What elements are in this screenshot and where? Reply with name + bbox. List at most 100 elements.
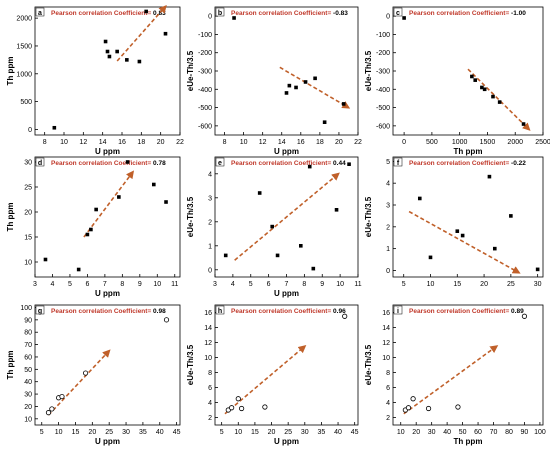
trend-arrow xyxy=(467,68,531,131)
data-point xyxy=(303,80,308,84)
x-tick-label: 10 xyxy=(55,429,63,436)
y-tick-label: 8 xyxy=(386,370,390,377)
data-point xyxy=(470,74,474,79)
y-axis-label: eUe-Th/3.5 xyxy=(364,50,373,91)
y-tick-label: 20 xyxy=(24,210,32,217)
y-tick-label: -300 xyxy=(198,69,212,76)
correlation-annotation: Pearson correlation Coefficient= -0.83 xyxy=(231,10,348,17)
y-tick-label: 500 xyxy=(20,99,32,106)
y-tick-label: 0 xyxy=(28,127,32,134)
x-tick-label: 18 xyxy=(316,139,324,146)
data-point xyxy=(347,162,351,166)
x-tick-label: 30 xyxy=(534,281,542,288)
panel-label-box xyxy=(393,7,403,17)
correlation-annotation: Pearson correlation Coefficient= 0.89 xyxy=(409,308,524,315)
data-point xyxy=(232,16,236,20)
y-tick-label: 60 xyxy=(24,354,32,361)
y-tick-label: 4 xyxy=(208,400,212,407)
x-tick-label: 70 xyxy=(490,429,498,436)
panel-label: a xyxy=(38,10,42,17)
y-axis-label: eUe-Th/3.5 xyxy=(364,344,373,385)
x-tick-label: 2500 xyxy=(535,139,550,146)
coefficient-label: Pearson correlation Coefficient= xyxy=(409,308,509,315)
x-axis-label: U ppm xyxy=(274,289,299,298)
panel-label-box xyxy=(35,7,45,17)
correlation-annotation: Pearson correlation Coefficient= 0.98 xyxy=(51,308,166,315)
data-point xyxy=(223,253,228,258)
x-tick-label: 10 xyxy=(397,429,405,436)
data-point xyxy=(115,49,119,54)
data-point xyxy=(270,224,274,229)
coefficient-value: -0.83 xyxy=(331,10,348,17)
x-tick-label: 40 xyxy=(443,429,451,436)
panel-label-box xyxy=(215,305,225,315)
panel-label: h xyxy=(218,308,222,315)
y-tick-label: -200 xyxy=(376,50,390,57)
data-point xyxy=(163,31,168,36)
data-point xyxy=(163,317,170,323)
panel-c: 0 500 1000 1500 2000 2500 -600 -500 -400 -300 -200… xyxy=(364,6,550,156)
correlation-annotation: Pearson correlation Coefficient= -1.00 xyxy=(409,10,526,17)
x-tick-label: 5 xyxy=(249,281,253,288)
data-point xyxy=(82,370,89,376)
data-point xyxy=(275,253,280,258)
x-tick-label: 15 xyxy=(453,281,461,288)
panel-i: 10 20 30 40 50 60 70 80 90 100 2 4 6 8 10 12 14 16 Th ppm e… xyxy=(364,304,546,446)
plot-frame xyxy=(34,304,181,426)
data-point xyxy=(313,76,317,81)
y-tick-label: 70 xyxy=(24,342,32,349)
x-tick-label: 35 xyxy=(139,429,147,436)
panel-e: 3 4 5 6 7 8 9 10 11 0 1 2 3 4 U ppm eUe-Th/3.5 e Pearson … xyxy=(186,156,362,298)
data-point xyxy=(229,405,235,411)
data-point xyxy=(284,91,289,95)
x-tick-label: 10 xyxy=(153,281,161,288)
x-tick-label: 90 xyxy=(521,429,529,436)
data-point xyxy=(117,195,121,199)
y-axis-label: Th ppm xyxy=(6,57,15,86)
y-tick-label: -600 xyxy=(198,123,212,130)
plot-frame xyxy=(214,304,359,426)
y-tick-label: 100 xyxy=(20,305,32,312)
data-point xyxy=(125,58,129,62)
x-tick-label: 10 xyxy=(240,139,248,146)
y-axis-label: Th ppm xyxy=(6,203,15,232)
x-tick-label: 60 xyxy=(474,429,482,436)
data-point xyxy=(482,87,487,92)
x-tick-label: 20 xyxy=(157,139,165,146)
x-tick-label: 15 xyxy=(251,429,259,436)
x-tick-label: 10 xyxy=(427,281,435,288)
y-tick-label: 4 xyxy=(386,400,390,407)
data-point xyxy=(509,214,513,218)
y-tick-label: 12 xyxy=(382,340,390,347)
data-point xyxy=(125,160,130,164)
x-tick-label: 3 xyxy=(33,281,37,288)
data-point xyxy=(311,266,316,271)
y-tick-label: 15 xyxy=(24,235,32,242)
y-tick-label: 25 xyxy=(24,185,32,192)
x-tick-label: 40 xyxy=(156,429,164,436)
y-tick-label: 50 xyxy=(24,367,32,374)
x-tick-label: 40 xyxy=(334,429,342,436)
panel-label-box xyxy=(393,157,403,167)
data-point xyxy=(521,122,526,126)
panel-g: 5 10 15 20 25 30 35 40 45 10 20 30 40 50 60 70 80 90 100 U … xyxy=(6,304,181,446)
correlation-annotation: Pearson correlation Coefficient= 0.78 xyxy=(51,160,166,167)
data-point xyxy=(322,120,327,124)
y-tick-label: 2 xyxy=(208,415,212,422)
x-tick-label: 5 xyxy=(40,429,44,436)
y-tick-label: 30 xyxy=(24,392,32,399)
data-point xyxy=(402,16,406,20)
x-tick-label: 500 xyxy=(426,139,438,146)
data-point xyxy=(473,78,478,82)
panel-label: i xyxy=(397,308,399,315)
trend-arrow xyxy=(234,172,340,261)
x-tick-label: 45 xyxy=(173,429,181,436)
panel-label: g xyxy=(38,308,42,315)
x-tick-label: 20 xyxy=(335,139,343,146)
x-tick-label: 22 xyxy=(354,139,362,146)
y-tick-label: -500 xyxy=(198,105,212,112)
x-tick-label: 5 xyxy=(68,281,72,288)
x-tick-label: 18 xyxy=(137,139,145,146)
x-tick-label: 10 xyxy=(60,139,68,146)
data-point xyxy=(487,174,492,179)
